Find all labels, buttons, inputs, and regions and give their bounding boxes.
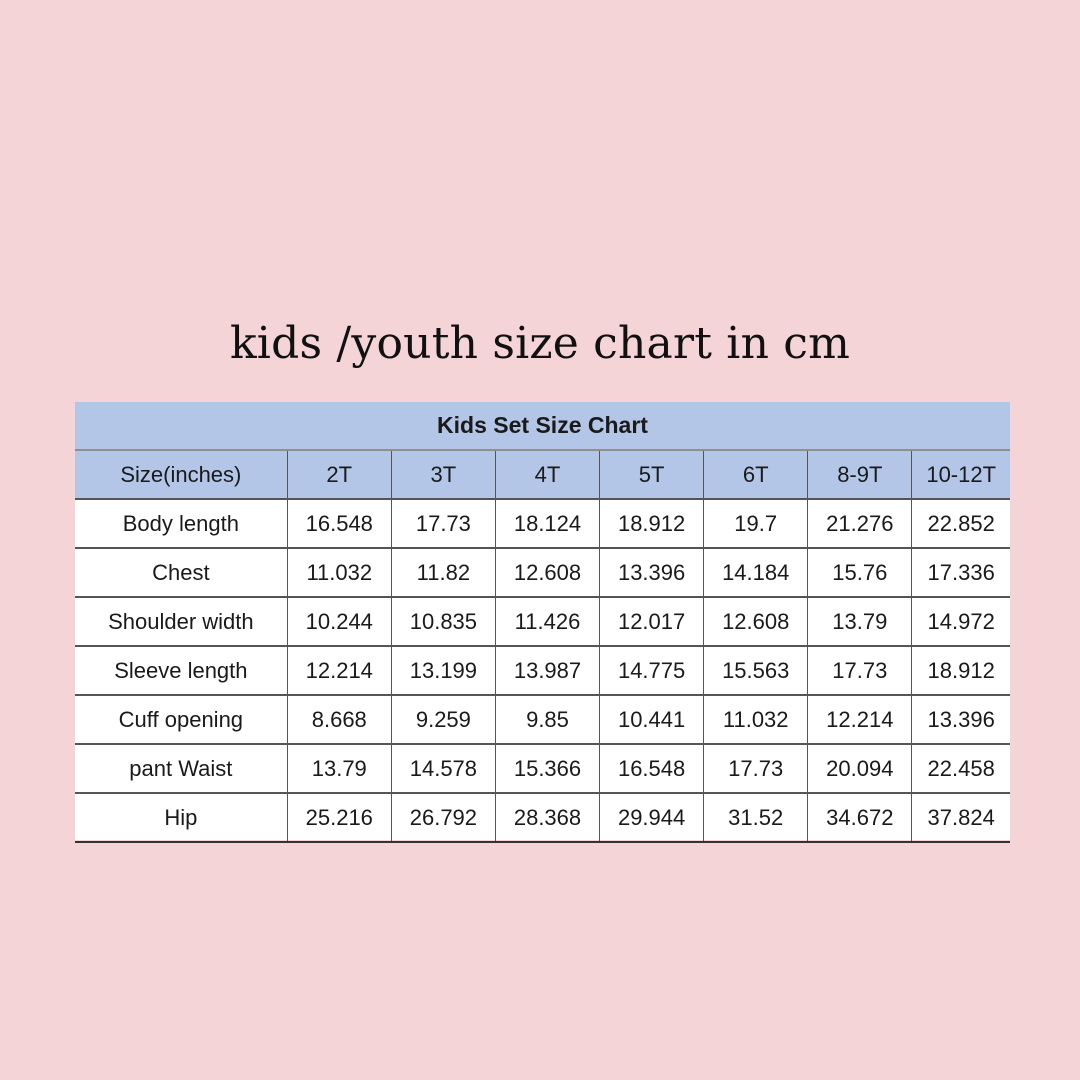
table-row: Sleeve length 12.214 13.199 13.987 14.775 15.… xyxy=(75,646,1010,696)
table-row: Chest 11.032 11.82 12.608 13.396 14.184 15.76 1… xyxy=(75,548,1010,598)
value-cell: 15.366 xyxy=(494,744,600,794)
value-cell: 9.259 xyxy=(390,695,496,745)
value-cell: 29.944 xyxy=(599,793,704,843)
value-cell: 11.032 xyxy=(286,548,392,598)
value-cell: 25.216 xyxy=(286,793,392,843)
value-cell: 8.668 xyxy=(286,695,392,745)
value-cell: 12.017 xyxy=(599,597,704,647)
value-cell: 12.608 xyxy=(703,597,808,647)
table-row: Hip 25.216 26.792 28.368 29.944 31.52 34.672 37… xyxy=(75,793,1010,843)
value-cell: 13.396 xyxy=(599,548,704,598)
row-label-cell: Shoulder width xyxy=(75,597,288,647)
value-cell: 10.244 xyxy=(286,597,392,647)
value-cell: 34.672 xyxy=(807,793,912,843)
value-cell: 17.336 xyxy=(911,548,1010,598)
row-label-cell: Hip xyxy=(75,793,288,843)
table-row: pant Waist 13.79 14.578 15.366 16.548 17.73 20… xyxy=(75,744,1010,794)
value-cell: 17.73 xyxy=(390,499,496,549)
value-cell: 22.852 xyxy=(911,499,1010,549)
header-cell-size: Size(inches) xyxy=(75,450,288,500)
value-cell: 14.972 xyxy=(911,597,1010,647)
value-cell: 19.7 xyxy=(703,499,808,549)
header-cell-4t: 4T xyxy=(494,450,600,500)
value-cell: 13.396 xyxy=(911,695,1010,745)
table-title: Kids Set Size Chart xyxy=(75,402,1010,451)
value-cell: 11.032 xyxy=(703,695,808,745)
header-cell-5t: 5T xyxy=(599,450,704,500)
value-cell: 10.441 xyxy=(599,695,704,745)
value-cell: 26.792 xyxy=(390,793,496,843)
table-title-row: Kids Set Size Chart xyxy=(75,402,1010,451)
row-label-cell: Cuff opening xyxy=(75,695,288,745)
value-cell: 13.199 xyxy=(390,646,496,696)
row-label-cell: Body length xyxy=(75,499,288,549)
value-cell: 16.548 xyxy=(599,744,704,794)
value-cell: 17.73 xyxy=(703,744,808,794)
value-cell: 12.608 xyxy=(494,548,600,598)
table-row: Body length 16.548 17.73 18.124 18.912 19.7 21… xyxy=(75,499,1010,549)
value-cell: 18.124 xyxy=(494,499,600,549)
row-label-cell: Chest xyxy=(75,548,288,598)
value-cell: 10.835 xyxy=(390,597,496,647)
value-cell: 13.987 xyxy=(494,646,600,696)
value-cell: 15.76 xyxy=(807,548,912,598)
value-cell: 14.578 xyxy=(390,744,496,794)
value-cell: 12.214 xyxy=(286,646,392,696)
value-cell: 14.184 xyxy=(703,548,808,598)
size-chart-table-container: Kids Set Size Chart Size(inches) 2T 3T 4… xyxy=(75,402,1010,843)
header-cell-10-12t: 10-12T xyxy=(911,450,1010,500)
value-cell: 31.52 xyxy=(703,793,808,843)
table-row: Cuff opening 8.668 9.259 9.85 10.441 11.032 12… xyxy=(75,695,1010,745)
value-cell: 18.912 xyxy=(599,499,704,549)
value-cell: 21.276 xyxy=(807,499,912,549)
value-cell: 37.824 xyxy=(911,793,1010,843)
value-cell: 11.426 xyxy=(494,597,600,647)
value-cell: 13.79 xyxy=(286,744,392,794)
header-cell-2t: 2T xyxy=(286,450,392,500)
header-cell-6t: 6T xyxy=(703,450,808,500)
size-chart-table: Kids Set Size Chart Size(inches) 2T 3T 4… xyxy=(75,402,1010,843)
value-cell: 12.214 xyxy=(807,695,912,745)
value-cell: 15.563 xyxy=(703,646,808,696)
row-label-cell: pant Waist xyxy=(75,744,288,794)
value-cell: 20.094 xyxy=(807,744,912,794)
page-title: kids /youth size chart in cm xyxy=(229,318,851,369)
value-cell: 17.73 xyxy=(807,646,912,696)
table-header-row: Size(inches) 2T 3T 4T 5T 6T 8-9T 10-12T xyxy=(75,450,1010,500)
header-cell-3t: 3T xyxy=(390,450,496,500)
table-row: Shoulder width 10.244 10.835 11.426 12.017 12… xyxy=(75,597,1010,647)
value-cell: 9.85 xyxy=(494,695,600,745)
row-label-cell: Sleeve length xyxy=(75,646,288,696)
value-cell: 13.79 xyxy=(807,597,912,647)
header-cell-8-9t: 8-9T xyxy=(807,450,912,500)
value-cell: 28.368 xyxy=(494,793,600,843)
value-cell: 14.775 xyxy=(599,646,704,696)
value-cell: 11.82 xyxy=(390,548,496,598)
value-cell: 18.912 xyxy=(911,646,1010,696)
value-cell: 16.548 xyxy=(286,499,392,549)
value-cell: 22.458 xyxy=(911,744,1010,794)
